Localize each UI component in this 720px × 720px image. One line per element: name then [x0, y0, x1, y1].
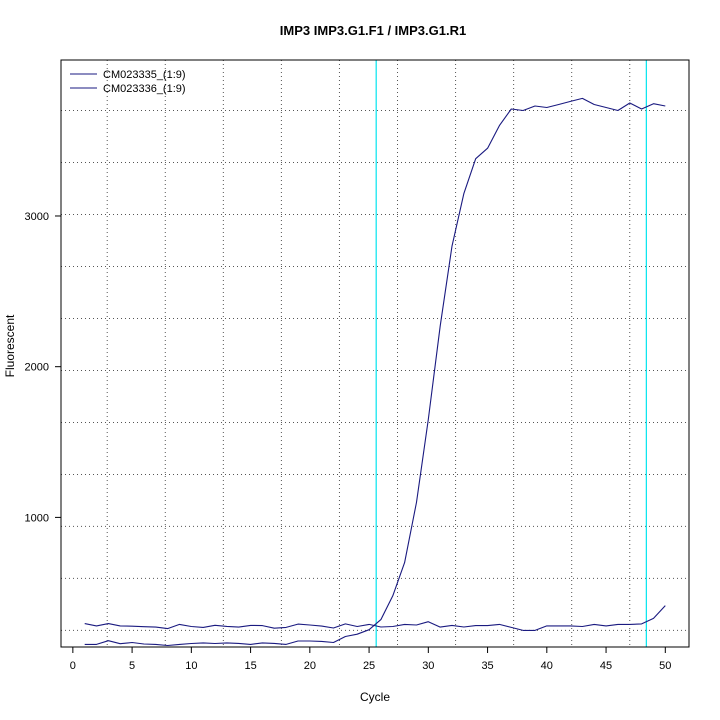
legend-label: CM023336_(1:9) — [103, 83, 186, 95]
chart-title: IMP3 IMP3.G1.F1 / IMP3.G1.R1 — [280, 23, 466, 38]
legend: CM023335_(1:9) CM023336_(1:9) — [70, 69, 186, 95]
vertical-markers — [375, 60, 647, 647]
y-tick-label: 1000 — [25, 512, 49, 524]
x-tick-label: 25 — [363, 660, 375, 672]
legend-label: CM023335_(1:9) — [103, 69, 186, 81]
x-tick-label: 40 — [541, 660, 553, 672]
y-tick-label: 2000 — [25, 362, 49, 374]
axes: 0 5 10 15 20 25 30 35 40 45 50 1000 2000 3000 — [25, 211, 672, 672]
series-lines — [84, 97, 666, 647]
series-line-1 — [84, 97, 666, 647]
x-tick-label: 0 — [70, 660, 76, 672]
x-tick-label: 50 — [659, 660, 671, 672]
x-tick-label: 35 — [481, 660, 493, 672]
plot-frame — [60, 59, 690, 648]
series-line-2 — [84, 605, 666, 631]
x-tick-label: 15 — [244, 660, 256, 672]
x-tick-label: 45 — [600, 660, 612, 672]
grid-lines — [61, 60, 689, 647]
x-tick-label: 10 — [185, 660, 197, 672]
y-tick-label: 3000 — [25, 211, 49, 223]
x-tick-label: 30 — [422, 660, 434, 672]
x-axis-label: Cycle — [360, 690, 390, 704]
y-axis-label: Fluorescent — [3, 314, 17, 377]
x-tick-label: 5 — [129, 660, 135, 672]
x-tick-label: 20 — [304, 660, 316, 672]
